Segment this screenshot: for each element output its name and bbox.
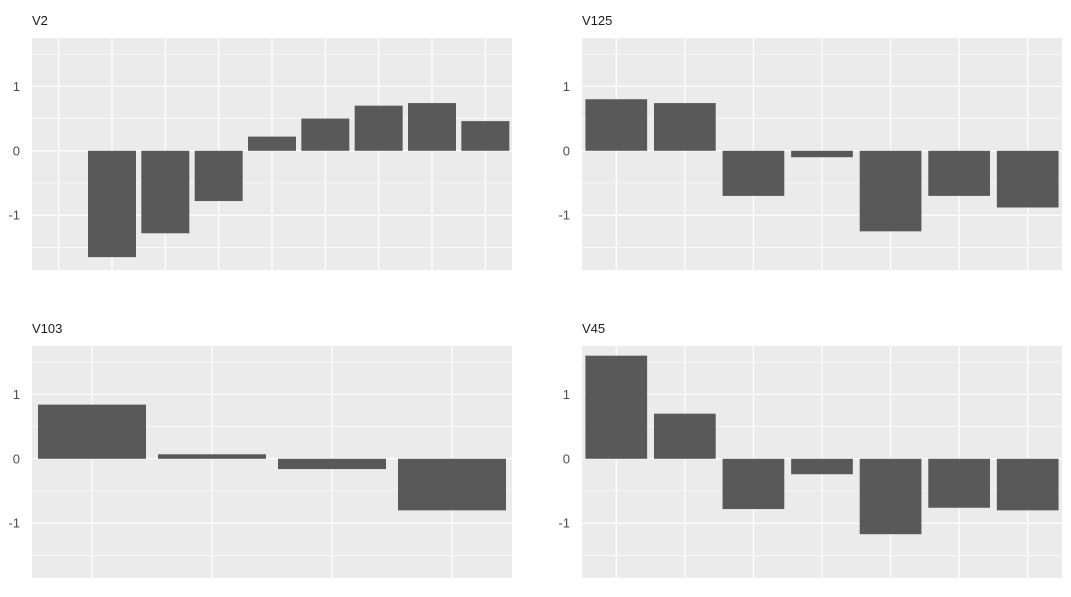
y-tick-label: 1 xyxy=(13,387,20,402)
bar xyxy=(194,150,243,202)
facet-plot-v2: -1 0 1 xyxy=(8,38,512,270)
bar xyxy=(461,121,510,151)
y-tick-label: 0 xyxy=(563,451,570,466)
bar xyxy=(722,150,785,196)
y-tick-label: 0 xyxy=(563,143,570,158)
bar xyxy=(654,413,716,459)
bar xyxy=(585,355,648,459)
facet-panel-v2: V2 -1 0 1 xyxy=(0,0,535,298)
facet-title: V103 xyxy=(32,321,63,336)
bar xyxy=(859,458,922,535)
y-tick-label: -1 xyxy=(8,516,20,531)
bar xyxy=(398,458,506,511)
bar xyxy=(585,99,648,151)
bar xyxy=(791,150,853,158)
bar xyxy=(408,103,456,151)
bar xyxy=(88,150,136,258)
bar xyxy=(928,150,990,196)
y-tick-label: 1 xyxy=(563,79,570,94)
bar xyxy=(996,458,1059,511)
facet-panel-v125: V125 -1 0 1 xyxy=(0,0,1071,298)
bar xyxy=(928,458,990,508)
bar xyxy=(859,150,922,232)
bar xyxy=(38,404,146,459)
y-tick-label: 1 xyxy=(13,79,20,94)
y-tick-label: -1 xyxy=(8,208,20,223)
facet-plot-v125: -1 0 1 xyxy=(558,38,1062,270)
y-tick-label: 1 xyxy=(563,387,570,402)
bar xyxy=(248,136,296,151)
y-tick-label: 0 xyxy=(13,143,20,158)
bar xyxy=(158,454,266,459)
bar xyxy=(791,458,853,475)
y-tick-label: -1 xyxy=(558,208,570,223)
facet-panel-v103: V103 -1 0 1 xyxy=(0,0,535,597)
bar xyxy=(654,103,716,151)
facet-title: V2 xyxy=(32,13,48,28)
bar xyxy=(354,105,403,151)
bar xyxy=(278,458,386,470)
y-tick-label: -1 xyxy=(558,516,570,531)
facet-title: V125 xyxy=(582,13,613,28)
bar xyxy=(301,118,350,151)
facet-plot-v103: -1 0 1 xyxy=(8,346,512,578)
bar xyxy=(722,458,785,510)
bar xyxy=(996,150,1059,208)
facet-title: V45 xyxy=(582,321,606,336)
bar xyxy=(141,150,190,234)
y-tick-label: 0 xyxy=(13,451,20,466)
